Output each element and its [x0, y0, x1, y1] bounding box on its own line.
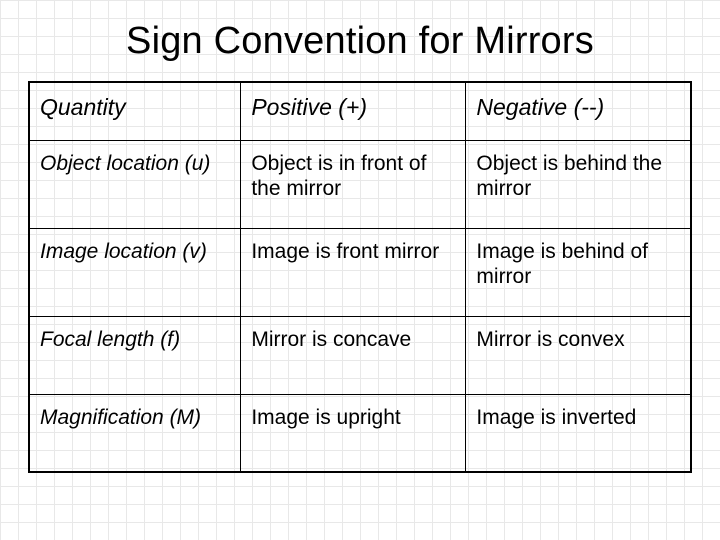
- cell-quantity: Image location (v): [29, 228, 241, 316]
- col-header-quantity: Quantity: [29, 82, 241, 140]
- cell-negative: Mirror is convex: [466, 316, 691, 394]
- col-header-negative: Negative (--): [466, 82, 691, 140]
- cell-positive: Object is in front of the mirror: [241, 140, 466, 228]
- col-header-positive: Positive (+): [241, 82, 466, 140]
- cell-positive: Image is front mirror: [241, 228, 466, 316]
- table-row: Magnification (M) Image is upright Image…: [29, 394, 691, 472]
- cell-quantity: Object location (u): [29, 140, 241, 228]
- table-row: Focal length (f) Mirror is concave Mirro…: [29, 316, 691, 394]
- sign-convention-table: Quantity Positive (+) Negative (--) Obje…: [28, 81, 692, 473]
- cell-negative: Image is behind of mirror: [466, 228, 691, 316]
- table-header-row: Quantity Positive (+) Negative (--): [29, 82, 691, 140]
- cell-positive: Mirror is concave: [241, 316, 466, 394]
- cell-negative: Image is inverted: [466, 394, 691, 472]
- cell-quantity: Magnification (M): [29, 394, 241, 472]
- cell-negative: Object is behind the mirror: [466, 140, 691, 228]
- table-row: Object location (u) Object is in front o…: [29, 140, 691, 228]
- cell-positive: Image is upright: [241, 394, 466, 472]
- page-title: Sign Convention for Mirrors: [28, 20, 692, 63]
- slide: Sign Convention for Mirrors Quantity Pos…: [0, 0, 720, 540]
- table-row: Image location (v) Image is front mirror…: [29, 228, 691, 316]
- cell-quantity: Focal length (f): [29, 316, 241, 394]
